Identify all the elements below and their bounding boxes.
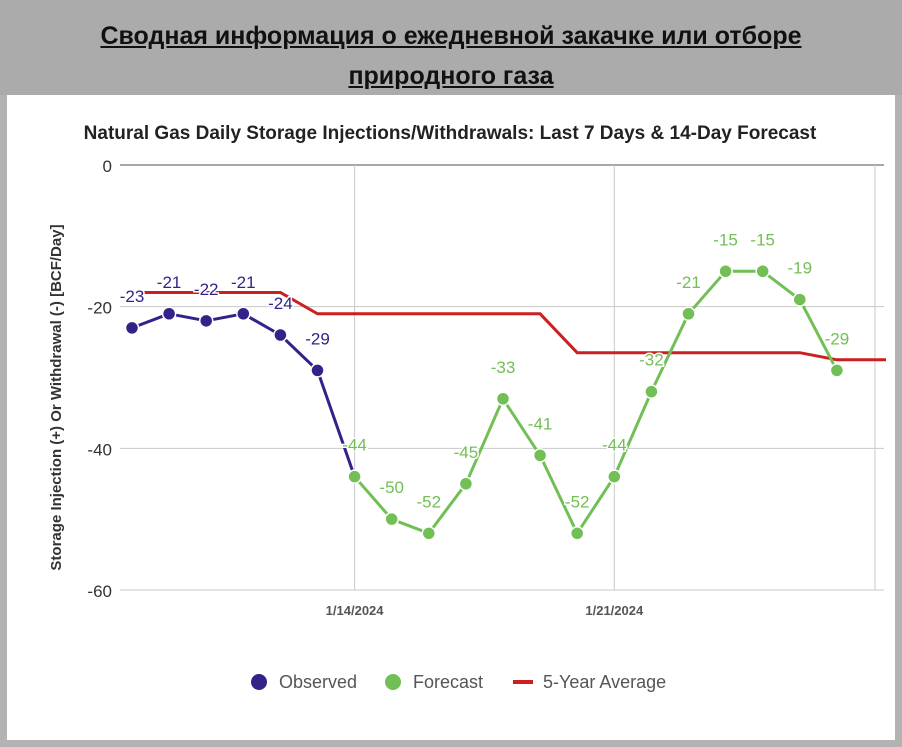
y-tick-label: -20 [87, 299, 112, 318]
forecast-point [569, 526, 585, 541]
series-line-5yr-average [132, 291, 886, 362]
forecast-data-label: -19 [788, 259, 813, 278]
storage-chart: 0 -20 -40 -60 1/14/2024 1/21/2024 Natural Gas … [48, 123, 886, 692]
forecast-point [718, 264, 733, 279]
forecast-point [532, 448, 548, 463]
forecast-data-label: -15 [713, 230, 738, 249]
legend-marker-0 [251, 674, 267, 690]
observed-data-label: -22 [194, 280, 219, 299]
page-header: Сводная информация о ежедневной закачке … [0, 0, 902, 95]
observed-data-label: -21 [231, 273, 256, 292]
forecast-point [792, 292, 808, 307]
forecast-data-label: -52 [417, 492, 442, 511]
chart-title: Natural Gas Daily Storage Injections/Wit… [84, 123, 817, 144]
observed-point [273, 327, 288, 343]
forecast-data-label: -52 [565, 492, 590, 511]
forecast-data-label: -33 [491, 358, 516, 377]
observed-point [310, 363, 325, 378]
forecast-data-label: -41 [528, 414, 553, 433]
legend-marker-1 [385, 674, 401, 690]
forecast-point [384, 511, 399, 527]
legend-label: Forecast [413, 672, 483, 692]
forecast-data-label: -32 [639, 351, 664, 370]
observed-data-label: -24 [268, 294, 293, 313]
forecast-data-label: -21 [676, 273, 701, 292]
forecast-data-label: -50 [379, 478, 404, 497]
legend-label: Observed [279, 672, 357, 692]
forecast-point [495, 391, 511, 406]
forecast-data-label: -15 [750, 230, 775, 249]
legend-label: 5-Year Average [543, 672, 666, 692]
forecast-point [681, 306, 696, 321]
observed-point [161, 306, 177, 321]
forecast-data-label: -44 [342, 436, 367, 455]
observed-point [236, 306, 251, 321]
y-tick-label: -40 [87, 440, 112, 459]
observed-data-label: -23 [120, 287, 145, 306]
y-tick-label: 0 [103, 157, 112, 176]
observed-data-label: -21 [157, 273, 182, 292]
chart-panel: 0 -20 -40 -60 1/14/2024 1/21/2024 Natural Gas … [7, 95, 895, 740]
x-tick-label: 1/14/2024 [326, 603, 385, 618]
plot-area [120, 165, 884, 590]
forecast-point [755, 264, 770, 279]
forecast-point [644, 384, 659, 399]
forecast-point [829, 363, 845, 378]
page-title: Сводная информация о ежедневной закачке … [100, 22, 802, 90]
forecast-data-label: -45 [454, 443, 479, 462]
forecast-point [607, 469, 622, 484]
y-tick-label: -60 [87, 582, 112, 601]
observed-point [124, 320, 140, 336]
y-axis-label: Storage Injection (+) Or Withdrawal (-) … [48, 224, 65, 570]
forecast-point [347, 469, 362, 484]
observed-point [198, 313, 214, 329]
forecast-point [458, 476, 474, 491]
forecast-point [421, 526, 437, 541]
forecast-data-label: -44 [602, 436, 627, 455]
observed-data-label: -29 [305, 329, 330, 348]
x-tick-label: 1/21/2024 [585, 603, 644, 618]
forecast-data-label: -29 [825, 329, 850, 348]
